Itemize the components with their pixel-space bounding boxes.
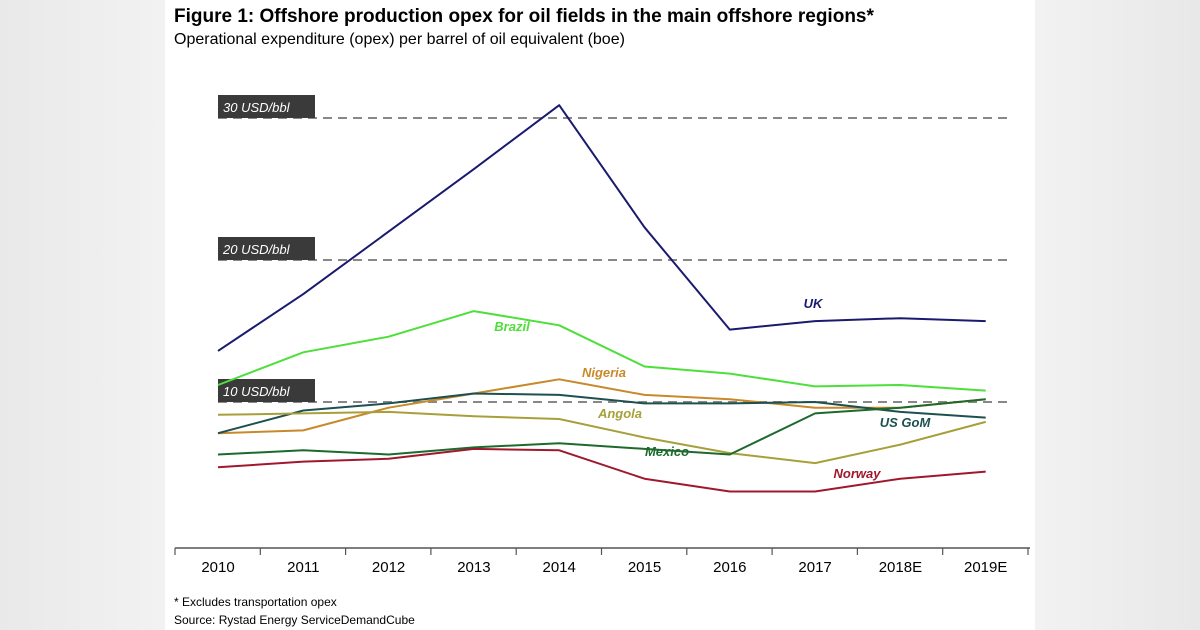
x-tick-label-2014: 2014: [543, 559, 576, 576]
x-tick-label-2013: 2013: [457, 559, 490, 576]
x-tick-label-2017: 2017: [798, 559, 831, 576]
chart-subtitle: Operational expenditure (opex) per barre…: [174, 31, 625, 48]
series-line-norway: [217, 447, 986, 493]
series-line-angola: [217, 410, 986, 465]
series-label-uk: UK: [804, 296, 824, 311]
background-left: [0, 0, 165, 630]
background-right: [1035, 0, 1200, 630]
x-tick-label-2015: 2015: [628, 559, 661, 576]
reference-label-box-20: [218, 237, 315, 260]
series-line-us-gom: [217, 392, 986, 435]
chart-title: Figure 1: Offshore production opex for o…: [174, 6, 874, 27]
series-label-angola: Angola: [597, 406, 642, 421]
x-tick-label-2012: 2012: [372, 559, 405, 576]
x-tick-label-2016: 2016: [713, 559, 746, 576]
footnote: * Excludes transportation opex: [174, 595, 337, 609]
x-tick-label-2011: 2011: [287, 559, 319, 576]
series-label-norway: Norway: [834, 466, 882, 481]
series-label-mexico: Mexico: [645, 444, 689, 459]
series-line-uk: [217, 104, 986, 352]
series-label-us-gom: US GoM: [880, 415, 932, 430]
reference-label-box-10: [218, 379, 315, 402]
reference-label-20: 20 USD/bbl: [222, 242, 291, 257]
reference-label-30: 30 USD/bbl: [223, 100, 291, 115]
series-label-nigeria: Nigeria: [582, 365, 626, 380]
series-line-brazil: [217, 310, 986, 392]
series-label-brazil: Brazil: [494, 319, 530, 334]
x-tick-label-2018E: 2018E: [879, 559, 922, 576]
reference-label-10: 10 USD/bbl: [223, 384, 291, 399]
source-note: Source: Rystad Energy ServiceDemandCube: [174, 613, 415, 627]
reference-label-box-30: [218, 95, 315, 118]
x-tick-label-2010: 2010: [201, 559, 234, 576]
x-tick-label-2019E: 2019E: [964, 559, 1007, 576]
series-line-mexico: [217, 398, 986, 456]
